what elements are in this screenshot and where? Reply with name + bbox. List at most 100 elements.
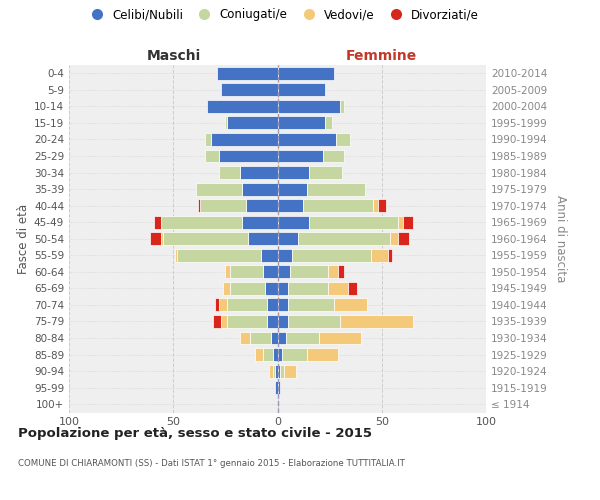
Bar xyxy=(307,348,338,361)
Bar xyxy=(271,332,277,344)
Bar xyxy=(227,116,277,130)
Bar xyxy=(349,282,357,295)
Bar xyxy=(390,232,398,245)
Bar xyxy=(388,249,392,262)
Bar xyxy=(373,199,377,212)
Bar xyxy=(328,282,349,295)
Bar xyxy=(377,199,386,212)
Bar xyxy=(371,249,388,262)
Bar xyxy=(334,298,367,312)
Bar xyxy=(267,298,277,312)
Bar xyxy=(277,232,298,245)
Bar xyxy=(277,298,288,312)
Bar xyxy=(178,249,261,262)
Legend: Celibi/Nubili, Coniugati/e, Vedovi/e, Divorziati/e: Celibi/Nubili, Coniugati/e, Vedovi/e, Di… xyxy=(82,6,482,24)
Bar xyxy=(213,315,221,328)
Bar xyxy=(267,315,277,328)
Bar xyxy=(338,266,344,278)
Bar xyxy=(309,216,398,228)
Bar xyxy=(307,182,365,196)
Bar xyxy=(263,348,274,361)
Bar xyxy=(227,298,267,312)
Text: COMUNE DI CHIARAMONTI (SS) - Dati ISTAT 1° gennaio 2015 - Elaborazione TUTTITALI: COMUNE DI CHIARAMONTI (SS) - Dati ISTAT … xyxy=(18,459,405,468)
Bar xyxy=(275,364,277,378)
Bar xyxy=(288,298,334,312)
Y-axis label: Fasce di età: Fasce di età xyxy=(17,204,30,274)
Bar xyxy=(288,282,328,295)
Bar xyxy=(277,249,292,262)
Bar xyxy=(328,266,338,278)
Bar xyxy=(215,298,219,312)
Bar xyxy=(274,364,275,378)
Bar xyxy=(277,381,280,394)
Bar xyxy=(277,315,288,328)
Bar xyxy=(398,216,403,228)
Bar xyxy=(269,364,274,378)
Bar xyxy=(336,133,350,146)
Bar xyxy=(205,150,219,162)
Bar xyxy=(248,232,277,245)
Bar xyxy=(277,166,309,179)
Y-axis label: Anni di nascita: Anni di nascita xyxy=(554,195,567,282)
Bar xyxy=(226,266,230,278)
Bar xyxy=(277,67,334,80)
Bar xyxy=(290,266,328,278)
Bar xyxy=(261,249,277,262)
Bar xyxy=(206,100,277,113)
Bar xyxy=(221,315,227,328)
Bar xyxy=(275,381,277,394)
Bar xyxy=(227,315,267,328)
Bar xyxy=(403,216,413,228)
Bar xyxy=(286,332,319,344)
Bar xyxy=(277,332,286,344)
Bar xyxy=(277,216,309,228)
Bar xyxy=(277,133,336,146)
Bar xyxy=(277,150,323,162)
Bar xyxy=(219,150,277,162)
Bar xyxy=(277,348,281,361)
Bar xyxy=(277,266,290,278)
Bar xyxy=(242,216,277,228)
Bar xyxy=(292,249,371,262)
Bar xyxy=(298,232,390,245)
Text: Popolazione per età, sesso e stato civile - 2015: Popolazione per età, sesso e stato civil… xyxy=(18,428,372,440)
Bar xyxy=(242,182,277,196)
Bar xyxy=(196,182,242,196)
Bar xyxy=(250,332,271,344)
Bar xyxy=(265,282,277,295)
Bar xyxy=(246,199,277,212)
Bar xyxy=(280,364,284,378)
Bar xyxy=(284,364,296,378)
Bar xyxy=(277,364,280,378)
Bar xyxy=(281,348,307,361)
Bar xyxy=(219,166,240,179)
Bar xyxy=(277,116,325,130)
Bar xyxy=(154,216,161,228)
Bar xyxy=(198,199,200,212)
Bar xyxy=(340,100,344,113)
Bar xyxy=(277,182,307,196)
Bar xyxy=(163,232,248,245)
Bar xyxy=(240,332,250,344)
Bar xyxy=(205,133,211,146)
Bar xyxy=(254,348,263,361)
Bar xyxy=(340,315,413,328)
Bar xyxy=(277,282,288,295)
Bar xyxy=(211,133,277,146)
Bar xyxy=(323,150,344,162)
Bar xyxy=(288,315,340,328)
Bar xyxy=(274,348,277,361)
Bar xyxy=(240,166,277,179)
Bar xyxy=(309,166,342,179)
Bar xyxy=(263,266,277,278)
Bar xyxy=(302,199,373,212)
Bar xyxy=(219,298,227,312)
Text: Maschi: Maschi xyxy=(146,48,200,62)
Bar xyxy=(277,84,325,96)
Bar xyxy=(161,216,242,228)
Bar xyxy=(200,199,246,212)
Text: Femmine: Femmine xyxy=(346,48,417,62)
Bar xyxy=(277,100,340,113)
Bar xyxy=(277,199,302,212)
Bar xyxy=(230,266,263,278)
